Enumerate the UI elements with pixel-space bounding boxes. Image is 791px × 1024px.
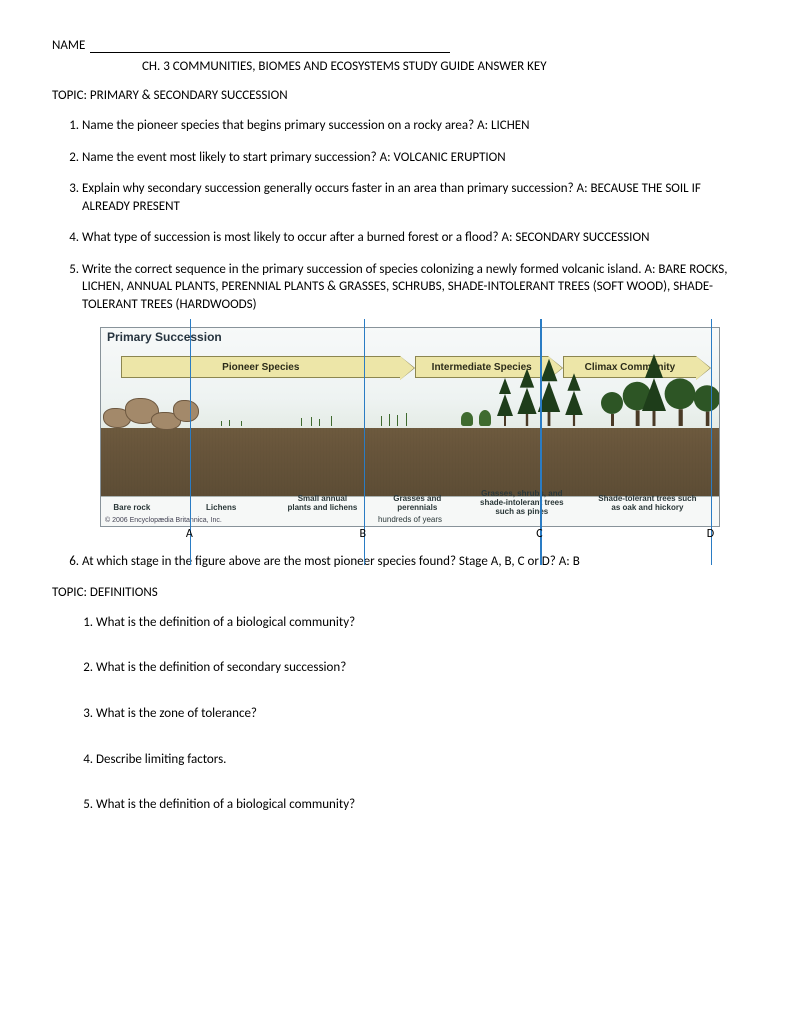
stage-label-d: D [707,527,714,541]
name-blank-line [90,52,450,53]
arrow-climax: Climax Community [563,356,697,378]
diagram-title: Primary Succession [107,330,222,344]
question-6-list: At which stage in the figure above are t… [52,553,739,571]
question-1: Name the pioneer species that begins pri… [82,117,739,135]
stage-labels-row: A B C D [100,527,720,545]
stage-label-b: B [360,527,367,541]
page: NAME CH. 3 COMMUNITIES, BIOMES AND ECOSY… [0,0,791,1024]
question-6: At which stage in the figure above are t… [82,553,739,571]
label-grasses: Grasses and perennials [385,494,449,512]
question-5: Write the correct sequence in the primar… [82,261,739,314]
label-pines: Grasses, shrubs, and shade-intolerant tr… [472,489,572,516]
definition-3: What is the zone of tolerance? [96,705,739,723]
question-4: What type of succession is most likely t… [82,229,739,247]
label-lichens: Lichens [206,503,236,512]
topic-1-questions: Name the pioneer species that begins pri… [52,117,739,313]
question-3: Explain why secondary succession general… [82,180,739,215]
definition-5: What is the definition of a biological c… [96,796,739,814]
question-2: Name the event most likely to start prim… [82,149,739,167]
diagram-footer: Bare rock Lichens Small annual plants an… [101,496,719,526]
diagram-copyright: © 2006 Encyclopædia Britannica, Inc. [105,517,222,524]
stage-label-c: C [536,527,542,541]
succession-diagram-wrap: Primary Succession Pioneer Species Inter… [100,327,720,545]
label-annuals: Small annual plants and lichens [286,494,358,512]
label-bare-rock: Bare rock [113,503,150,512]
arrow-band: Pioneer Species Intermediate Species Cli… [121,356,711,378]
name-field-row: NAME [52,38,739,53]
topic-1-heading: TOPIC: PRIMARY & SECONDARY SUCCESSION [52,88,739,103]
worksheet-title: CH. 3 COMMUNITIES, BIOMES AND ECOSYSTEMS… [52,59,739,74]
definition-1: What is the definition of a biological c… [96,614,739,632]
topic-2-heading: TOPIC: DEFINITIONS [52,585,739,600]
name-label: NAME [52,38,85,53]
succession-diagram: Primary Succession Pioneer Species Inter… [100,327,720,527]
definition-4: Describe limiting factors. [96,751,739,769]
arrow-pioneer: Pioneer Species [121,356,401,378]
definitions-list: What is the definition of a biological c… [52,614,739,814]
label-oaks: Shade-tolerant trees such as oak and hic… [595,494,699,512]
definition-2: What is the definition of secondary succ… [96,659,739,677]
stage-label-a: A [186,527,193,541]
bare-rocks [101,390,211,440]
